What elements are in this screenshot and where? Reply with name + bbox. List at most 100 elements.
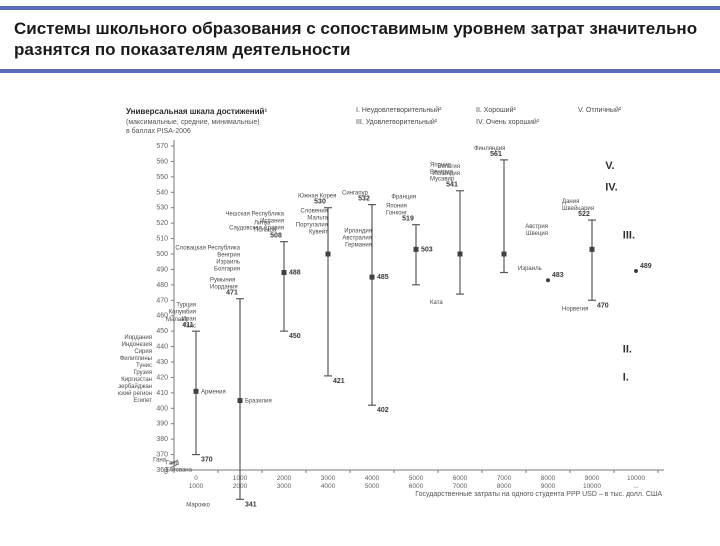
svg-text:Ката: Ката [430, 300, 443, 306]
svg-text:470: 470 [597, 302, 609, 309]
svg-text:II. Хороший²: II. Хороший² [476, 106, 516, 114]
svg-text:4000: 4000 [365, 475, 380, 482]
svg-text:570: 570 [156, 143, 168, 150]
svg-text:Гана: Гана [153, 458, 167, 464]
svg-text:Иордания: Иордания [210, 285, 238, 291]
svg-text:10000: 10000 [627, 475, 645, 482]
svg-text:5000: 5000 [409, 475, 424, 482]
svg-text:561: 561 [490, 151, 502, 158]
svg-text:5000: 5000 [365, 483, 380, 490]
svg-text:3000: 3000 [321, 475, 336, 482]
svg-text:483: 483 [552, 272, 564, 279]
svg-text:Филиппины: Филиппины [120, 356, 152, 362]
svg-text:Чешская Республика: Чешская Республика [225, 212, 284, 218]
svg-text:402: 402 [377, 407, 389, 414]
svg-text:II.: II. [623, 344, 632, 356]
svg-text:Израиль: Израиль [518, 266, 542, 272]
svg-text:Бразилия: Бразилия [245, 399, 272, 405]
svg-text:400: 400 [156, 405, 168, 412]
svg-text:Германия: Германия [345, 243, 372, 249]
svg-text:Мусавир: Мусавир [430, 177, 455, 183]
svg-text:V.: V. [605, 160, 614, 172]
svg-text:7000: 7000 [453, 483, 468, 490]
svg-text:Азербайджан: Азербайджан [118, 383, 152, 390]
svg-text:III.: III. [623, 230, 635, 242]
svg-text:Бельгия: Бельгия [438, 164, 461, 170]
svg-text:410: 410 [156, 390, 168, 397]
svg-text:Исландия: Исландия [432, 171, 460, 177]
svg-text:7000: 7000 [497, 475, 512, 482]
svg-text:489: 489 [640, 263, 652, 270]
svg-text:Иран: Иран [182, 317, 196, 323]
svg-text:370: 370 [201, 457, 213, 464]
svg-text:Гана: Гана [166, 461, 180, 467]
svg-text:Словения: Словения [300, 209, 328, 215]
svg-text:(максимальные, средние, минима: (максимальные, средние, минимальные) [126, 119, 260, 126]
svg-text:Индонезия: Индонезия [122, 342, 152, 348]
svg-text:Южная Корея: Южная Корея [298, 194, 336, 200]
svg-text:341: 341 [245, 501, 257, 508]
svg-text:519: 519 [402, 216, 414, 223]
svg-text:Гонконг: Гонконг [386, 211, 408, 217]
svg-text:Ботсвана: Ботсвана [166, 468, 193, 474]
svg-text:450: 450 [156, 328, 168, 335]
svg-text:Марокко: Марокко [186, 502, 210, 508]
svg-text:Государственные затраты на одн: Государственные затраты на одного студен… [415, 491, 662, 498]
svg-text:III. Удовлетворительный²: III. Удовлетворительный² [356, 118, 438, 126]
svg-text:470: 470 [156, 297, 168, 304]
svg-text:Саудовская Аравия: Саудовская Аравия [229, 226, 284, 232]
svg-text:Португалия: Португалия [296, 223, 328, 229]
page-title: Системы школьного образования с сопостав… [14, 18, 706, 61]
svg-text:0: 0 [194, 475, 198, 482]
svg-text:532: 532 [358, 196, 370, 203]
svg-text:Африканский регион: Африканский регион [118, 390, 152, 397]
svg-text:490: 490 [156, 266, 168, 273]
svg-text:4000: 4000 [321, 483, 336, 490]
svg-text:480: 480 [156, 282, 168, 289]
svg-text:Испания: Испания [260, 219, 284, 225]
svg-text:390: 390 [156, 421, 168, 428]
svg-text:Израиль: Израиль [216, 260, 240, 266]
svg-text:Словацкая Республика: Словацкая Республика [175, 246, 240, 252]
svg-text:Армения: Армения [201, 389, 226, 395]
svg-text:Универсальная шкала достижений: Универсальная шкала достижений¹ [126, 107, 267, 116]
svg-text:Сирия: Сирия [134, 349, 152, 355]
svg-text:Швеция: Швеция [526, 231, 548, 237]
svg-text:8000: 8000 [497, 483, 512, 490]
svg-text:530: 530 [314, 199, 326, 206]
svg-text:Турция: Турция [176, 303, 196, 309]
svg-text:Франция: Франция [391, 195, 416, 201]
svg-text:Дания: Дания [562, 199, 579, 205]
svg-text:Грузия: Грузия [133, 370, 152, 376]
svg-text:508: 508 [270, 233, 282, 240]
svg-text:Венгрия: Венгрия [217, 253, 240, 259]
svg-text:IV. Очень хороший²: IV. Очень хороший² [476, 118, 540, 126]
svg-text:IV.: IV. [605, 182, 617, 194]
svg-text:9000: 9000 [585, 475, 600, 482]
svg-text:Киргизстан: Киргизстан [121, 377, 152, 383]
chart-container: Универсальная шкала достижений¹ (максимал… [118, 98, 688, 528]
svg-text:522: 522 [578, 211, 590, 218]
svg-text:500: 500 [156, 251, 168, 258]
svg-text:510: 510 [156, 236, 168, 243]
svg-text:540: 540 [156, 189, 168, 196]
title-bar: Системы школьного образования с сопостав… [0, 6, 720, 73]
svg-text:Румыния: Румыния [210, 278, 235, 284]
svg-text:Норвегия: Норвегия [562, 306, 588, 312]
svg-text:380: 380 [156, 436, 168, 443]
svg-text:Колумбия: Колумбия [169, 310, 196, 316]
svg-text:Австралия: Австралия [342, 236, 372, 242]
svg-text:Сингапур: Сингапур [342, 191, 369, 197]
svg-text:Болгария: Болгария [214, 267, 240, 273]
svg-text:Египет: Египет [133, 398, 152, 404]
svg-text:3000: 3000 [277, 483, 292, 490]
svg-text:Тунис: Тунис [136, 363, 152, 369]
svg-text:503: 503 [421, 246, 433, 253]
svg-text:в баллах PISA-2006: в баллах PISA-2006 [126, 127, 191, 135]
svg-text:Иордания: Иордания [124, 335, 152, 341]
svg-text:530: 530 [156, 205, 168, 212]
svg-text:Финляндия: Финляндия [474, 146, 505, 152]
svg-text:9000: 9000 [541, 483, 556, 490]
svg-text:Япония: Япония [386, 204, 407, 210]
svg-text:Мальта: Мальта [307, 216, 328, 222]
